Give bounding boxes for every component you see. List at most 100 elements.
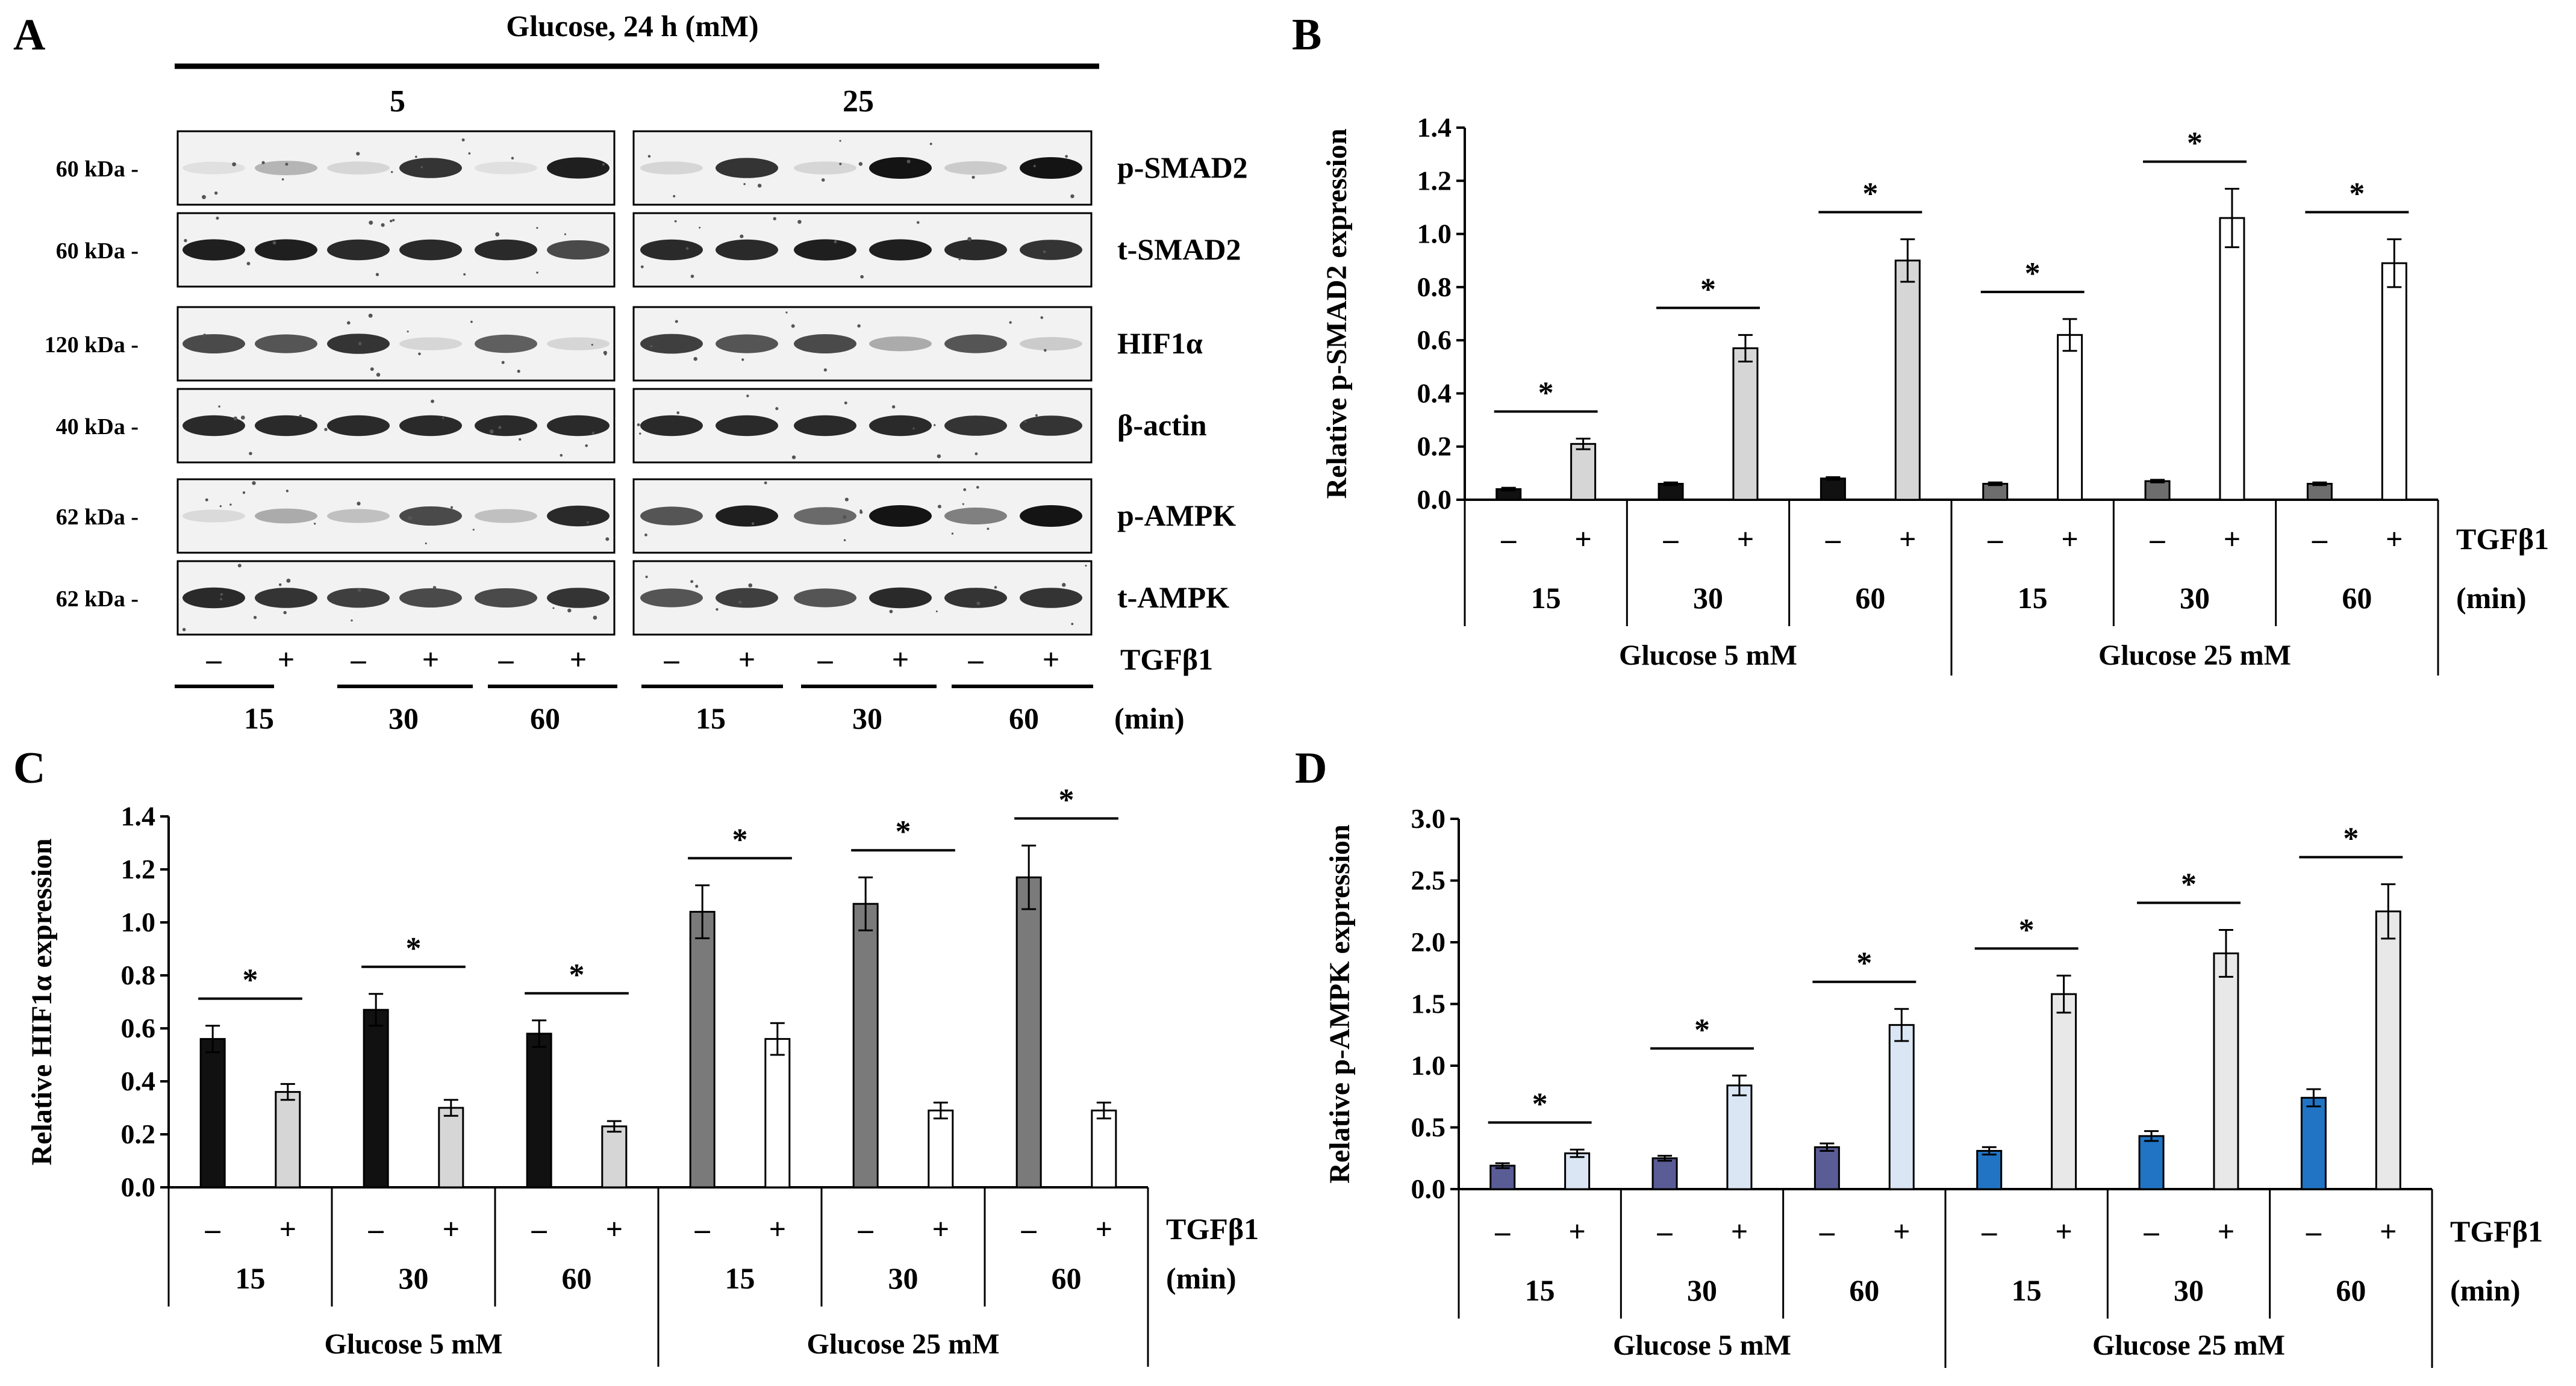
blot-speck — [690, 580, 694, 583]
blot-speck — [356, 152, 360, 156]
panel-letter-b: B — [1292, 10, 1321, 60]
band — [794, 334, 856, 353]
bar-minus — [2144, 480, 2171, 501]
blot-speck — [975, 452, 978, 456]
blot-speck — [376, 373, 381, 377]
blot-speck — [699, 226, 701, 229]
blot-speck — [202, 194, 206, 199]
blot-speck — [220, 598, 223, 601]
time-label: 30 — [2180, 581, 2210, 615]
y-tick-label: 1.0 — [121, 907, 156, 937]
blot-speck — [219, 505, 222, 508]
group-label-glucose-25: Glucose 25 mM — [2092, 1329, 2285, 1361]
bar-plus — [2057, 334, 2083, 501]
bar-plus — [1732, 347, 1759, 501]
band — [794, 507, 856, 525]
blot-speck — [281, 178, 284, 181]
band — [869, 239, 932, 261]
y-tick-label: 0.0 — [121, 1172, 156, 1202]
bar-minus — [1976, 1149, 2003, 1190]
bar-plus — [2381, 262, 2407, 501]
group-label-glucose-5: Glucose 5 mM — [325, 1328, 503, 1360]
blot-speck — [737, 335, 740, 338]
blot-speck — [232, 162, 237, 167]
sign-minus: – — [205, 1212, 221, 1246]
band — [869, 157, 932, 179]
mw-marker: 60 kDa - — [56, 157, 139, 182]
time-label: 15 — [244, 701, 274, 735]
blot-speck — [591, 344, 593, 346]
band — [255, 334, 317, 353]
y-tick-label: 1.2 — [121, 854, 156, 884]
y-tick-label: 0.6 — [1417, 325, 1452, 355]
panel-letter-d: D — [1295, 744, 1327, 793]
blot-speck — [971, 175, 975, 179]
band — [182, 161, 245, 175]
blot-speck — [640, 265, 644, 269]
time-label: 60 — [1009, 701, 1039, 735]
blot-speck — [937, 454, 941, 458]
y-tick-label: 0.6 — [121, 1013, 156, 1043]
y-tick-label: 1.2 — [1417, 165, 1452, 196]
blot-speck — [272, 241, 276, 245]
tgfb1-label: TGFβ1 — [1166, 1212, 1259, 1246]
bar-minus — [1813, 1146, 1840, 1190]
blot-speck — [286, 579, 291, 583]
blot-speck — [958, 258, 961, 261]
band — [475, 239, 537, 261]
time-label: 30 — [399, 1261, 429, 1295]
blot-speck — [987, 527, 990, 530]
blot-speck — [976, 486, 979, 489]
band — [399, 337, 462, 350]
blot-speck — [604, 353, 607, 356]
band — [640, 334, 703, 354]
blot-speck — [184, 238, 187, 243]
y-tick-label: 1.4 — [121, 801, 156, 831]
significance-star: * — [1538, 376, 1554, 410]
band — [547, 337, 610, 350]
bar-plus — [2375, 910, 2401, 1190]
blot-speck — [567, 608, 572, 613]
blot-speck — [431, 399, 434, 403]
treatment-sign: + — [422, 642, 440, 676]
y-tick-label: 1.0 — [1417, 219, 1452, 249]
blot-speck — [650, 344, 653, 348]
blot-speck — [1061, 583, 1066, 587]
blot-speck — [1024, 420, 1027, 423]
blot-speck — [843, 515, 847, 520]
band — [794, 415, 856, 437]
blot-speck — [390, 170, 393, 173]
significance-star: * — [243, 963, 258, 998]
bar-minus — [2138, 1135, 2165, 1190]
band — [475, 509, 537, 523]
time-label: 30 — [388, 701, 419, 735]
blot-speck — [749, 335, 752, 339]
blot-strip-glucose-25 — [632, 212, 1093, 288]
blot-speck — [673, 194, 676, 197]
treatment-sign: – — [206, 642, 222, 676]
blot-speck — [283, 611, 287, 615]
sign-minus: – — [1494, 1214, 1511, 1248]
blot-speck — [463, 273, 466, 276]
time-label: 60 — [2336, 1273, 2366, 1307]
blot-speck — [695, 585, 699, 588]
sign-minus: – — [1663, 522, 1679, 556]
sign-plus: + — [2061, 522, 2079, 556]
sign-minus: – — [2312, 522, 2328, 556]
sign-minus: – — [1657, 1214, 1673, 1248]
band — [182, 334, 245, 353]
band — [1020, 337, 1082, 351]
blot-speck — [785, 311, 788, 314]
time-label: 15 — [1525, 1273, 1555, 1307]
blot-speck — [368, 313, 373, 318]
y-axis-label: Relative HIF1α expression — [26, 838, 58, 1165]
blot-row-label: p-SMAD2 — [1117, 151, 1248, 184]
blot-speck — [740, 234, 744, 238]
tgfb1-label: TGFβ1 — [2450, 1214, 2543, 1248]
panel-a-western-blot: Glucose, 24 h (mM) 5 25 60 kDa - p-SMAD2 60 k… — [45, 9, 1248, 735]
band — [327, 588, 390, 608]
bar-plus — [2051, 993, 2077, 1190]
bar-minus — [1658, 483, 1684, 501]
blot-speck — [1033, 164, 1036, 167]
